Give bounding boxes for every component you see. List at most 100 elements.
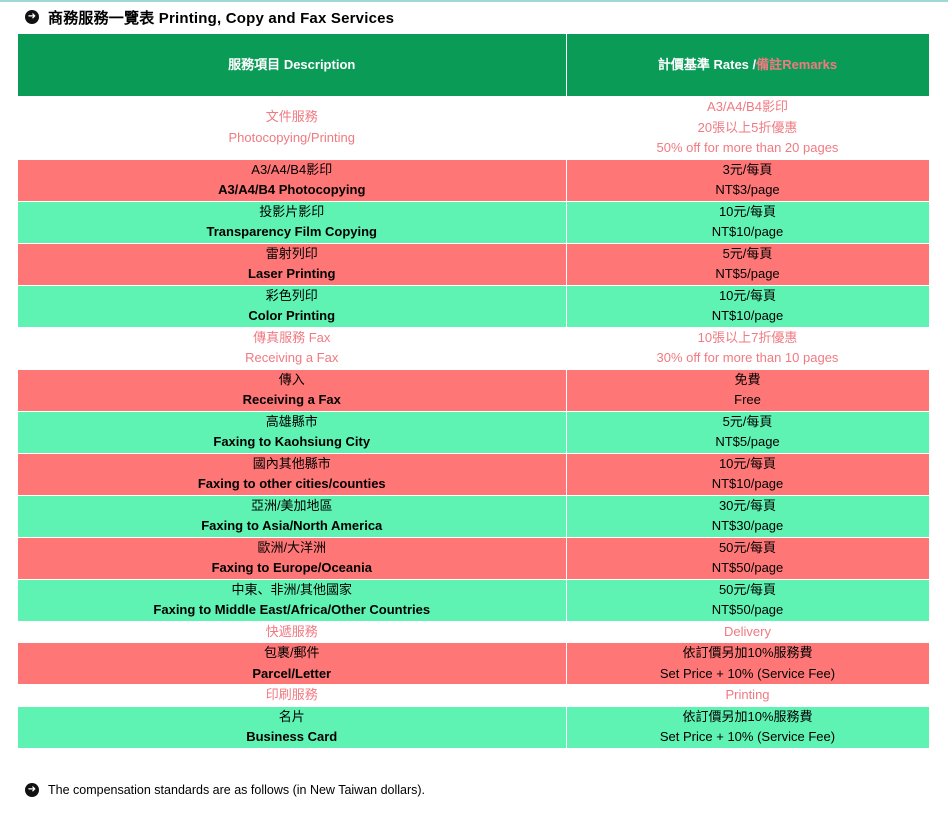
table-row: 高雄縣市 Faxing to Kaohsiung City 5元/每頁 NT$5/pa… [18, 411, 930, 454]
table-header-row: 服務項目 Description 計價基準 Rates /備註Remarks [18, 34, 930, 97]
description-cell: 包裹/郵件 Parcel/Letter [18, 642, 567, 685]
rate-line: NT$3/page [715, 182, 780, 197]
rate-line: 50元/每頁 [718, 539, 777, 555]
description-cell: 高雄縣市 Faxing to Kaohsiung City [18, 411, 567, 454]
description-en: Business Card [246, 729, 338, 744]
rate-line: 10元/每頁 [718, 287, 777, 303]
description-en: Receiving a Fax [245, 350, 339, 365]
description-en: Color Printing [248, 308, 336, 323]
description-en: A3/A4/B4 Photocopying [218, 182, 366, 197]
description-zh: 亞洲/美加地區 [250, 497, 333, 513]
description-zh: 包裹/郵件 [263, 645, 320, 660]
description-en: Photocopying/Printing [228, 129, 355, 145]
section-row: 快遞服務 Delivery [18, 621, 930, 643]
table-row: 歐洲/大洋洲 Faxing to Europe/Oceania 50元/每頁 NT$5… [18, 537, 930, 580]
rate-line: NT$5/page [715, 266, 780, 281]
description-zh: A3/A4/B4影印 [251, 161, 333, 177]
rate-cell: 10元/每頁 NT$10/page [566, 453, 930, 496]
description-cell: 國內其他縣市 Faxing to other cities/counties [18, 453, 567, 496]
description-zh: 傳真服務 Fax [253, 329, 331, 345]
remarks-header: /備註Remarks [753, 57, 838, 72]
description-cell: 傳真服務 Fax Receiving a Fax [18, 327, 567, 370]
description-zh: 高雄縣市 [265, 413, 318, 429]
top-divider [0, 0, 948, 2]
rate-line: 50% off for more than 20 pages [656, 140, 839, 155]
table-row: 傳入 Receiving a Fax 免費 Free [18, 369, 930, 412]
rate-cell: Delivery [566, 621, 930, 643]
description-en: Faxing to Europe/Oceania [211, 560, 372, 575]
description-en: Faxing to Middle East/Africa/Other Count… [153, 602, 431, 617]
description-zh: 歐洲/大洋洲 [257, 539, 327, 555]
rate-line: 5元/每頁 [722, 413, 773, 429]
remarks-header-en: Remarks [782, 56, 838, 72]
rate-cell: 10元/每頁 NT$10/page [566, 201, 930, 244]
rate-line: A3/A4/B4影印 [707, 99, 788, 114]
description-header-en: Description [283, 56, 356, 72]
section-row: 印刷服務 Printing [18, 684, 930, 707]
table-row: 名片 Business Card 依訂價另加10%服務費 Set Price + 10… [18, 706, 930, 749]
description-cell: 亞洲/美加地區 Faxing to Asia/North America [18, 495, 567, 538]
description-en: Receiving a Fax [242, 392, 341, 407]
rate-line: 10元/每頁 [718, 203, 777, 219]
description-column-header: 服務項目 Description [18, 34, 567, 97]
section-row: 文件服務 Photocopying/Printing A3/A4/B4影印 20張以上… [18, 96, 930, 160]
rates-header-en: Rates [713, 56, 749, 72]
description-en: Faxing to other cities/counties [197, 476, 386, 491]
services-table: 服務項目 Description 計價基準 Rates /備註Remarks 文… [18, 34, 930, 749]
description-zh: 名片 [278, 708, 305, 724]
rate-cell: 3元/每頁 NT$3/page [566, 159, 930, 202]
description-en: Parcel/Letter [252, 665, 332, 681]
rate-line: NT$50/page [711, 602, 784, 617]
description-cell: 快遞服務 [18, 621, 567, 643]
footnote-text: The compensation standards are as follow… [48, 783, 426, 797]
arrow-right-circle-icon: ➜ [25, 10, 39, 24]
table-row: 雷射列印 Laser Printing 5元/每頁 NT$5/page [18, 243, 930, 286]
rate-cell: 免費 Free [566, 369, 930, 412]
table-row: 彩色列印 Color Printing 10元/每頁 NT$10/page [18, 285, 930, 328]
remarks-header-zh: 備註 [756, 56, 783, 72]
table-row: 亞洲/美加地區 Faxing to Asia/North America 30元/每… [18, 495, 930, 538]
rate-cell: 50元/每頁 NT$50/page [566, 537, 930, 580]
rate-line: NT$30/page [711, 518, 784, 533]
rate-cell: 依訂價另加10%服務費 Set Price + 10% (Service Fee) [566, 706, 930, 749]
description-cell: 中東、非洲/其他國家 Faxing to Middle East/Africa/O… [18, 579, 567, 622]
rate-line: Free [734, 392, 761, 407]
rate-cell: 30元/每頁 NT$30/page [566, 495, 930, 538]
section-heading: ➜ 商務服務一覽表 Printing, Copy and Fax Service… [25, 6, 394, 28]
table-row: 國內其他縣市 Faxing to other cities/counties 10元… [18, 453, 930, 496]
table-row: 中東、非洲/其他國家 Faxing to Middle East/Africa/O… [18, 579, 930, 622]
section-heading-text: 商務服務一覽表 Printing, Copy and Fax Services [48, 9, 395, 27]
description-cell: A3/A4/B4影印 A3/A4/B4 Photocopying [18, 159, 567, 202]
description-en: Faxing to Asia/North America [201, 518, 383, 533]
description-zh: 印刷服務 [265, 687, 318, 702]
description-cell: 名片 Business Card [18, 706, 567, 749]
rate-line: NT$5/page [715, 434, 780, 449]
description-zh: 投影片影印 [259, 203, 325, 219]
rate-line: 5元/每頁 [722, 245, 773, 261]
rate-line: Set Price + 10% (Service Fee) [659, 729, 836, 744]
rate-line: 依訂價另加10%服務費 [682, 708, 813, 724]
rate-cell: A3/A4/B4影印 20張以上5折優惠 50% off for more than… [566, 96, 930, 160]
description-cell: 歐洲/大洋洲 Faxing to Europe/Oceania [18, 537, 567, 580]
rate-line: Delivery [724, 623, 771, 639]
rate-line: NT$50/page [711, 560, 784, 575]
description-cell: 彩色列印 Color Printing [18, 285, 567, 328]
table-row: A3/A4/B4影印 A3/A4/B4 Photocopying 3元/每頁 NT$3… [18, 159, 930, 202]
rate-line: 3元/每頁 [722, 161, 773, 177]
description-cell: 雷射列印 Laser Printing [18, 243, 567, 286]
rate-line: 依訂價另加10%服務費 [682, 645, 813, 660]
rate-line: NT$10/page [711, 224, 784, 239]
description-zh: 國內其他縣市 [252, 455, 331, 471]
rate-cell: 5元/每頁 NT$5/page [566, 411, 930, 454]
rate-cell: Printing [566, 684, 930, 707]
description-cell: 投影片影印 Transparency Film Copying [18, 201, 567, 244]
rate-line: 10張以上7折優惠 [697, 329, 798, 345]
rate-cell: 5元/每頁 NT$5/page [566, 243, 930, 286]
rate-cell: 50元/每頁 NT$50/page [566, 579, 930, 622]
rate-line: 10元/每頁 [718, 455, 777, 471]
rates-column-header: 計價基準 Rates /備註Remarks [566, 34, 930, 97]
description-cell: 傳入 Receiving a Fax [18, 369, 567, 412]
table-row: 投影片影印 Transparency Film Copying 10元/每頁 NT$1… [18, 201, 930, 244]
description-zh: 文件服務 [265, 109, 318, 125]
rate-line: 30% off for more than 10 pages [656, 350, 839, 365]
